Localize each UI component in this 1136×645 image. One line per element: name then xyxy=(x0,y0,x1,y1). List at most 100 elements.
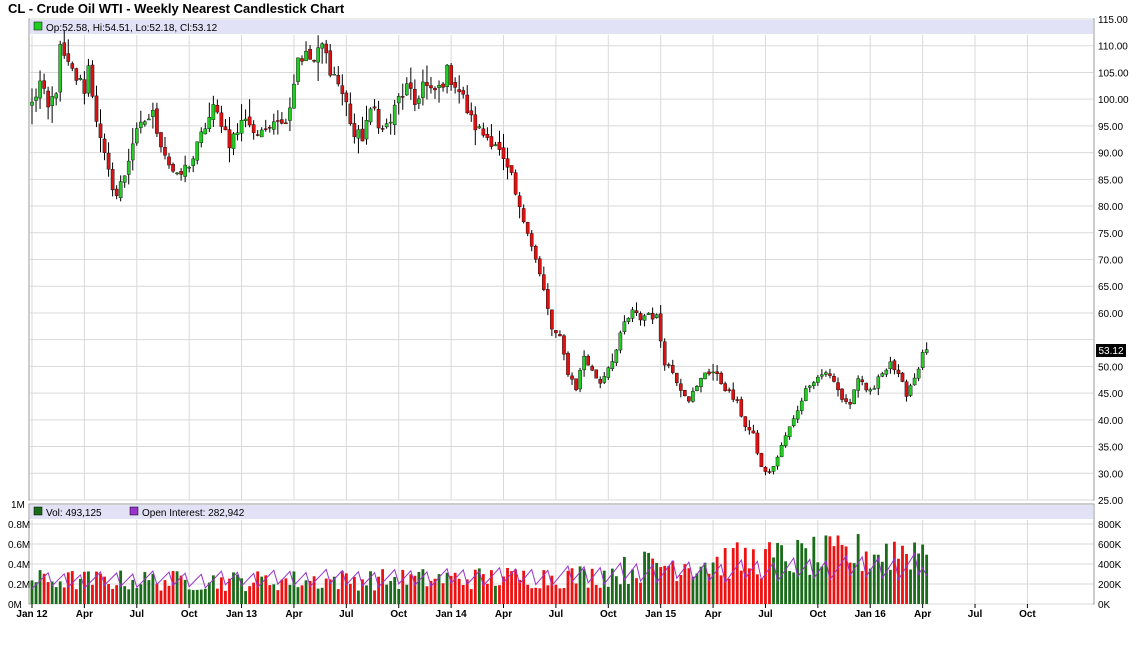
volume-legend-band xyxy=(30,505,1093,519)
x-tick-label: Jul xyxy=(130,609,145,620)
x-tick-label: Apr xyxy=(285,609,302,620)
last-price-label: 53.12 xyxy=(1098,346,1123,357)
candle-body xyxy=(570,375,574,380)
volume-bar xyxy=(792,572,796,604)
volume-bar xyxy=(784,561,788,604)
candle-body xyxy=(554,330,558,334)
candle-body xyxy=(517,195,522,208)
volume-bar xyxy=(888,569,892,604)
candle-body xyxy=(884,369,889,375)
volume-tick-label-right: 0K xyxy=(1098,600,1111,611)
volume-bar xyxy=(699,566,703,604)
volume-bar xyxy=(917,553,920,604)
candle-body xyxy=(699,378,703,387)
volume-bar xyxy=(433,578,437,604)
volume-bar xyxy=(639,582,642,604)
candle-body xyxy=(425,82,429,86)
volume-bar xyxy=(760,578,763,604)
volume-bar xyxy=(264,575,268,604)
volume-bar xyxy=(796,540,800,604)
volume-bar xyxy=(191,590,195,604)
volume-bar xyxy=(723,548,727,604)
candle-body xyxy=(719,372,723,385)
volume-bar xyxy=(268,585,272,604)
volume-bar xyxy=(465,579,469,604)
volume-bar xyxy=(389,581,393,604)
volume-bar xyxy=(304,580,308,604)
candle-body xyxy=(239,119,244,134)
volume-bar xyxy=(711,562,715,604)
candle-body xyxy=(396,95,401,104)
volume-bar xyxy=(324,578,328,604)
candle-body xyxy=(679,383,683,391)
candle-body xyxy=(574,378,578,391)
candle-body xyxy=(763,467,768,472)
candle-body xyxy=(787,426,792,437)
volume-bar xyxy=(272,584,276,604)
volume-bar xyxy=(66,572,70,604)
volume-bar xyxy=(566,570,570,604)
chart-title: CL - Crude Oil WTI - Weekly Nearest Cand… xyxy=(8,1,345,16)
volume-bar xyxy=(691,576,695,604)
candle-body xyxy=(445,64,449,87)
price-tick-label: 80.00 xyxy=(1098,202,1123,213)
candle-body xyxy=(332,74,337,76)
candle-body xyxy=(38,80,42,99)
volume-bar xyxy=(135,588,139,604)
candle-body xyxy=(151,110,155,117)
candle-body xyxy=(683,390,687,397)
candle-body xyxy=(215,104,220,113)
x-tick-label: Oct xyxy=(1019,609,1036,620)
volume-bar xyxy=(703,562,707,604)
volume-panel xyxy=(28,503,1095,605)
volume-bar xyxy=(494,585,497,604)
volume-bar xyxy=(804,548,808,604)
volume-bar xyxy=(203,588,207,604)
candle-body xyxy=(413,89,417,105)
candle-body xyxy=(409,82,413,89)
volume-bar xyxy=(143,572,147,604)
candle-body xyxy=(727,389,731,391)
ohlc-legend: Op:52.58, Hi:54.51, Lo:52.18, Cl:53.12 xyxy=(46,23,218,34)
volume-bar xyxy=(731,548,735,604)
volume-bar xyxy=(546,585,550,604)
volume-bar xyxy=(220,577,223,604)
x-tick-label: Jan 16 xyxy=(855,609,887,620)
candle-body xyxy=(312,60,316,62)
volume-bar xyxy=(397,588,401,604)
volume-bar xyxy=(522,570,526,604)
x-tick-label: Apr xyxy=(76,609,93,620)
volume-bar xyxy=(852,563,856,604)
last-price-marker xyxy=(1096,344,1126,357)
volume-bar xyxy=(151,573,155,604)
candle-body xyxy=(844,398,848,402)
volume-bar xyxy=(244,591,247,604)
candle-body xyxy=(122,175,127,183)
candle-body xyxy=(707,371,711,375)
volume-bar xyxy=(893,541,896,604)
candle-body xyxy=(457,89,461,93)
volume-bar xyxy=(228,578,231,604)
volume-bar xyxy=(312,576,316,604)
volume-bar xyxy=(70,571,74,604)
candle-body xyxy=(199,131,204,143)
volume-tick-label-left: 0.4M xyxy=(8,560,30,571)
candle-body xyxy=(94,95,99,122)
volume-tick-label-right: 400K xyxy=(1098,560,1122,571)
candle-body xyxy=(779,445,784,458)
volume-bar xyxy=(868,568,872,604)
candle-body xyxy=(566,352,570,375)
x-tick-label: Jan 14 xyxy=(436,609,468,620)
volume-bar xyxy=(240,578,243,604)
volume-bar xyxy=(490,570,493,604)
candle-body xyxy=(320,43,324,49)
candle-body xyxy=(687,396,691,402)
open-interest-legend-swatch xyxy=(129,506,139,516)
volume-bar xyxy=(751,549,755,604)
volume-bar xyxy=(409,574,413,604)
volume-bar xyxy=(526,584,530,604)
volume-bar xyxy=(832,546,836,604)
price-tick-label: 45.00 xyxy=(1098,389,1123,400)
candle-body xyxy=(231,133,236,149)
volume-bar xyxy=(369,571,372,604)
